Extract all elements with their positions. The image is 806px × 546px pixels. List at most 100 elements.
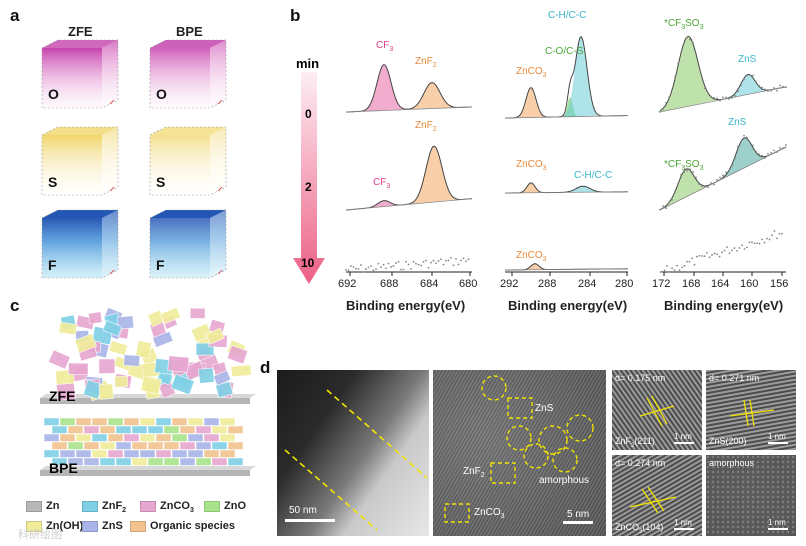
s2p-10min-pt — [766, 237, 768, 240]
scalebar-50nm: 50 nm — [289, 505, 317, 516]
label-zfe: ZFE — [49, 388, 76, 404]
s2p-2min-envelope — [659, 137, 787, 211]
bpe-block — [75, 433, 92, 442]
s2p-2min-pt-35 — [764, 157, 766, 159]
s2p-10min-pt — [778, 232, 781, 235]
s2p-2min-pt-31 — [752, 144, 754, 147]
s2p-0min-peak-0 — [658, 36, 718, 113]
zfe-block — [98, 358, 116, 374]
bpe-block — [179, 441, 196, 450]
bpe-block — [83, 425, 100, 434]
s2p-10min-pt — [671, 267, 673, 270]
bpe-block — [155, 449, 172, 458]
s2p-10min-pt — [723, 249, 726, 252]
s2p-10min-pt — [676, 264, 678, 267]
s2p-0min-pt-29 — [746, 74, 748, 77]
c1s-10min-baseline — [504, 268, 629, 271]
tick-c3-1: 168 — [682, 278, 701, 290]
bpe-block — [43, 433, 60, 442]
f1s-10min-pt — [392, 265, 395, 267]
s2p-0min-pt-25 — [734, 94, 736, 97]
bpe-block — [43, 449, 60, 458]
s2p-10min-pt — [716, 253, 718, 256]
peak-znf2-r0: ZnF2 — [415, 56, 437, 69]
peak-cf3so3-r0: *CF3SO3 — [664, 18, 704, 31]
legend-znf2: ZnF2 — [82, 500, 126, 514]
zfe-block — [226, 344, 249, 365]
s2p-0min-pt-10 — [689, 38, 691, 41]
s2p-0min-pt-14 — [701, 76, 703, 78]
s2p-2min-pt-10 — [689, 168, 691, 171]
bpe-block — [123, 417, 140, 426]
s2p-0min-pt-19 — [716, 97, 718, 100]
f1s-10min-pt — [405, 260, 407, 263]
inset-znf2-d: d= 0.175 nm — [615, 373, 666, 383]
label-znf2: ZnF2 — [463, 466, 485, 479]
s2p-10min-pt — [736, 250, 738, 252]
c1s-0min-baseline — [504, 115, 629, 119]
bpe-block — [91, 449, 108, 458]
c1s-2min-envelope — [504, 182, 629, 194]
s2p-10min-pt — [673, 269, 676, 271]
bpe-block — [179, 425, 196, 434]
f1s-10min-pt — [397, 260, 400, 263]
f1s-2min-baseline — [345, 198, 473, 211]
s2p-0min-pt-36 — [767, 90, 769, 92]
s2p-0min-pt-32 — [755, 80, 757, 83]
s2p-2min-pt-40 — [779, 147, 781, 149]
cube-label-zfe-s: S — [48, 174, 58, 190]
tick-c3-3: 160 — [740, 278, 759, 290]
s2p-0min-pt-33 — [758, 84, 760, 87]
s2p-10min-pt — [733, 247, 736, 249]
s2p-2min-pt-32 — [755, 150, 757, 153]
s2p-10min-pt — [741, 244, 743, 247]
f1s-10min-pt — [422, 260, 425, 263]
s2p-0min-pt-4 — [671, 88, 673, 91]
watermark: 科研绘图 — [18, 529, 62, 541]
zfe-block — [205, 327, 225, 345]
tick-c2-1: 288 — [538, 278, 557, 290]
s2p-0min-pt-34 — [761, 86, 763, 89]
s2p-10min-pt — [776, 237, 778, 240]
s2p-10min-pt — [746, 246, 748, 249]
cube-bpe-s — [149, 126, 227, 196]
bpe-block — [59, 417, 76, 426]
s2p-2min-pt-22 — [725, 171, 727, 174]
col-bpe-label: BPE — [176, 24, 203, 39]
s2p-2min-pt-29 — [746, 136, 748, 139]
zfe-block — [48, 349, 71, 370]
zfe-block — [135, 340, 153, 359]
bpe-block — [51, 441, 68, 450]
f1s-10min-pt — [385, 267, 387, 270]
s2p-0min-pt-11 — [692, 41, 694, 44]
panel-a-label: a — [10, 6, 20, 25]
s2p-10min-pt — [703, 255, 706, 258]
c1s-0min-peak-2 — [563, 36, 599, 117]
time-arrow — [293, 72, 325, 284]
bpe-block — [51, 457, 68, 466]
cube-zfe-o — [41, 39, 119, 109]
s2p-0min-pt-17 — [710, 95, 712, 98]
f1s-10min-pt — [417, 263, 420, 266]
bpe-block — [203, 417, 220, 426]
inset-zns-d: d= 0.271 nm — [709, 373, 760, 383]
zfe-block — [167, 355, 190, 373]
peak-znco3-r2: ZnCO3 — [516, 250, 547, 263]
s2p-0min-pt-0 — [659, 111, 661, 113]
peak-cf3-r0: CF3 — [376, 40, 394, 53]
s2p-2min-peak-0 — [662, 168, 710, 209]
s2p-10min-pt — [728, 252, 731, 255]
s2p-10min-pt — [713, 252, 716, 255]
f1s-10min-pt — [462, 257, 465, 260]
bpe-block — [211, 425, 228, 434]
zfe-block — [230, 364, 252, 378]
f1s-10min-pt — [360, 264, 362, 266]
c1s-2min-baseline — [504, 191, 629, 194]
f1s-10min-pt — [427, 266, 430, 269]
zfe-block — [117, 315, 135, 330]
s2p-10min-pt — [751, 241, 753, 244]
tick-c1-0: 692 — [338, 278, 357, 290]
f1s-10min-pt — [460, 259, 462, 262]
s2p-2min-pt-42 — [785, 144, 787, 146]
legend-organic: Organic species — [130, 520, 235, 532]
